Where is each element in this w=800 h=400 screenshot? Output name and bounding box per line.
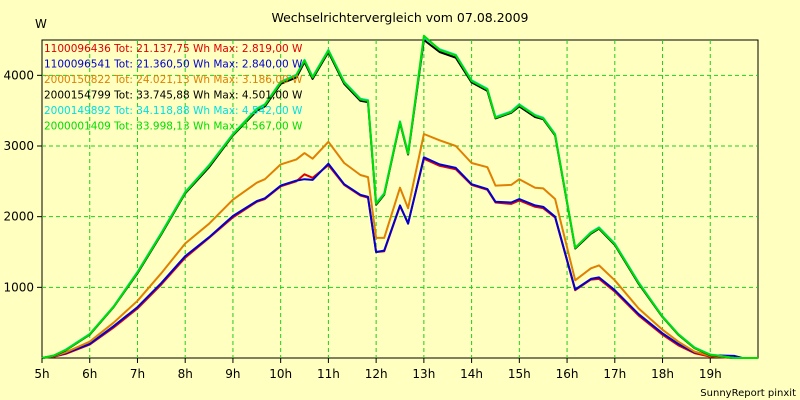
x-tick-label: 8h — [178, 367, 193, 381]
legend-entry-5: 2000149892 Tot: 34.118,88 Wh Max: 4.542,… — [44, 105, 303, 117]
y-tick-label: 2000 — [3, 210, 34, 224]
x-tick-label: 15h — [508, 367, 531, 381]
x-tick-label: 14h — [460, 367, 483, 381]
x-tick-label: 7h — [130, 367, 145, 381]
series-line-2 — [41, 156, 758, 359]
y-axis-ticks: 1000 2000 3000 4000 — [3, 68, 42, 294]
chart-title: Wechselrichtervergleich vom 07.08.2009 — [271, 10, 528, 25]
x-tick-label: 11h — [317, 367, 340, 381]
legend-entry-2: 1100096541 Tot: 21.360,50 Wh Max: 2.840,… — [44, 59, 303, 71]
y-tick-label: 3000 — [3, 139, 34, 153]
series-line-3 — [41, 133, 758, 359]
x-tick-label: 17h — [603, 367, 626, 381]
x-tick-label: 10h — [269, 367, 292, 381]
x-axis-ticks: 5h 6h 7h 8h 9h 10h 11h 12h 13h 14h 15h 16h 17h 18h 19h — [34, 358, 722, 381]
credit-label: SunnyReport pinxit — [700, 388, 796, 399]
x-tick-label: 5h — [34, 367, 49, 381]
plot-area — [41, 39, 759, 359]
y-tick-label: 4000 — [3, 68, 34, 82]
legend: 1100096436 Tot: 21.137,75 Wh Max: 2.819,… — [44, 43, 303, 133]
legend-entry-1: 1100096436 Tot: 21.137,75 Wh Max: 2.819,… — [44, 43, 303, 55]
x-tick-label: 9h — [225, 367, 240, 381]
x-tick-label: 19h — [699, 367, 722, 381]
legend-entry-3: 2000150822 Tot: 24.021,13 Wh Max: 3.186,… — [44, 74, 303, 86]
series-line-6 — [41, 34, 758, 359]
x-tick-label: 13h — [412, 367, 435, 381]
x-tick-label: 16h — [556, 367, 579, 381]
legend-entry-6: 2000001409 Tot: 33.998,13 Wh Max: 4.567,… — [44, 121, 303, 133]
x-tick-label: 12h — [365, 367, 388, 381]
x-tick-label: 18h — [651, 367, 674, 381]
grid — [42, 40, 758, 358]
y-tick-label: 1000 — [3, 280, 34, 294]
x-tick-label: 6h — [82, 367, 97, 381]
y-axis-label: W — [35, 17, 47, 31]
series-lines — [41, 34, 758, 359]
legend-entry-4: 2000154799 Tot: 33.745,88 Wh Max: 4.501,… — [44, 90, 303, 102]
